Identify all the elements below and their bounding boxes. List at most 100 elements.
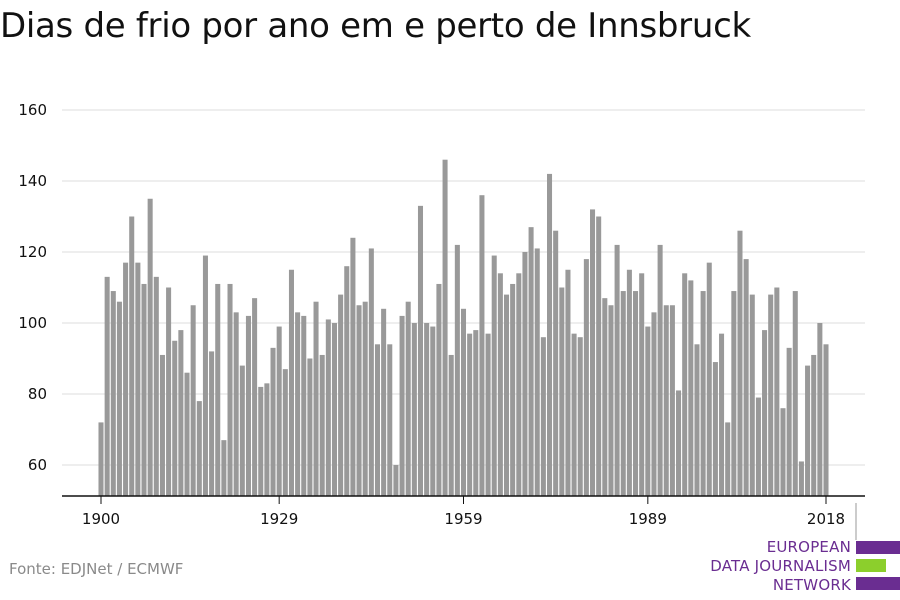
bar-1996: [688, 280, 694, 496]
bar-1929: [276, 326, 282, 496]
bar-1933: [301, 315, 307, 496]
bar-2010: [774, 287, 780, 496]
y-tick-label: 80: [28, 385, 47, 403]
bar-1945: [374, 344, 380, 496]
bar-2016: [811, 354, 817, 496]
bar-1976: [565, 269, 571, 496]
bar-2014: [798, 461, 804, 496]
bar-2018: [823, 344, 829, 496]
bar-2011: [780, 408, 786, 496]
bar-1981: [596, 216, 602, 496]
bar-1937: [325, 319, 331, 496]
bar-1963: [485, 333, 491, 496]
bar-1903: [116, 301, 122, 496]
bar-2015: [805, 365, 811, 496]
bar-2013: [792, 291, 798, 496]
bar-2003: [731, 291, 737, 496]
bar-1999: [706, 262, 712, 496]
bar-1905: [129, 216, 135, 496]
bar-1964: [491, 255, 497, 496]
bar-1910: [159, 354, 165, 496]
bar-1927: [264, 383, 270, 496]
bar-1906: [135, 262, 141, 496]
bar-1907: [141, 283, 147, 496]
bar-1960: [467, 333, 473, 496]
bar-1941: [350, 237, 356, 497]
bar-2001: [719, 333, 725, 496]
y-tick-label: 60: [28, 456, 47, 474]
source-note: Fonte: EDJNet / ECMWF: [9, 560, 184, 578]
bar-1902: [110, 291, 116, 496]
bar-1934: [307, 358, 313, 496]
bar-1973: [547, 173, 553, 496]
bar-1932: [295, 312, 301, 496]
bar-1995: [682, 273, 688, 496]
bar-1916: [196, 401, 202, 496]
bar-1909: [153, 276, 159, 496]
bar-1967: [510, 283, 516, 496]
bar-1962: [479, 195, 485, 496]
edjnet-logo: EUROPEAN DATA JOURNALISM NETWORK: [700, 538, 900, 596]
bar-1953: [424, 323, 430, 496]
bar-1970: [528, 227, 534, 496]
y-tick-label: 140: [18, 172, 47, 190]
bar-1939: [338, 294, 344, 496]
bar-1936: [319, 354, 325, 496]
bar-2006: [749, 294, 755, 496]
logo-line-1: EUROPEAN: [766, 538, 851, 556]
bar-1900: [98, 422, 104, 496]
bar-1922: [233, 312, 239, 496]
bar-chart: 60 80 100 120 140 160 1900 1929 1959 1989 2018: [18, 101, 865, 540]
bar-1991: [657, 244, 663, 496]
bar-1968: [516, 273, 522, 496]
bar-1919: [215, 283, 221, 496]
bar-1965: [497, 273, 503, 496]
bar-2017: [817, 323, 823, 496]
bar-1987: [633, 291, 639, 496]
bar-1917: [202, 255, 208, 496]
bar-1918: [209, 351, 215, 496]
bar-1979: [583, 259, 589, 496]
bar-1914: [184, 372, 190, 496]
bar-1946: [381, 308, 387, 496]
bar-1974: [553, 230, 559, 496]
bar-1942: [356, 305, 362, 496]
bar-1984: [614, 244, 620, 496]
bar-1982: [602, 298, 608, 496]
chart-title: Dias de frio por ano em e perto de Innsb…: [0, 6, 751, 46]
bar-1957: [448, 354, 454, 496]
bar-1904: [123, 262, 129, 496]
x-tick-label: 1929: [260, 510, 298, 528]
bar-2000: [712, 362, 718, 496]
bar-1975: [559, 287, 565, 496]
bar-1926: [258, 386, 264, 496]
bar-1972: [540, 337, 546, 496]
bar-1920: [221, 440, 227, 496]
bar-1994: [676, 390, 682, 496]
bar-1915: [190, 305, 196, 496]
bar-1948: [393, 465, 399, 496]
bar-1986: [626, 269, 632, 496]
bar-1985: [620, 291, 626, 496]
bar-1950: [405, 301, 411, 496]
bar-1924: [245, 315, 251, 496]
bar-2009: [768, 294, 774, 496]
bar-1930: [282, 369, 288, 496]
bar-1943: [362, 301, 368, 496]
bar-1908: [147, 198, 153, 496]
bar-1931: [288, 269, 294, 496]
bar-1925: [252, 298, 258, 496]
x-tick-label: 1900: [82, 510, 120, 528]
bar-1966: [503, 294, 510, 496]
x-axis-ticks: 1900 1929 1959 1989 2018: [82, 496, 845, 528]
bar-1951: [411, 323, 417, 496]
bar-1955: [436, 283, 442, 496]
bar-1983: [608, 305, 614, 496]
bar-1949: [399, 315, 405, 496]
bar-1969: [522, 252, 528, 496]
bar-1935: [313, 301, 319, 496]
logo-line-3: NETWORK: [772, 576, 851, 594]
bar-1989: [645, 326, 651, 496]
bar-1923: [239, 365, 245, 496]
bar-2007: [755, 397, 761, 496]
